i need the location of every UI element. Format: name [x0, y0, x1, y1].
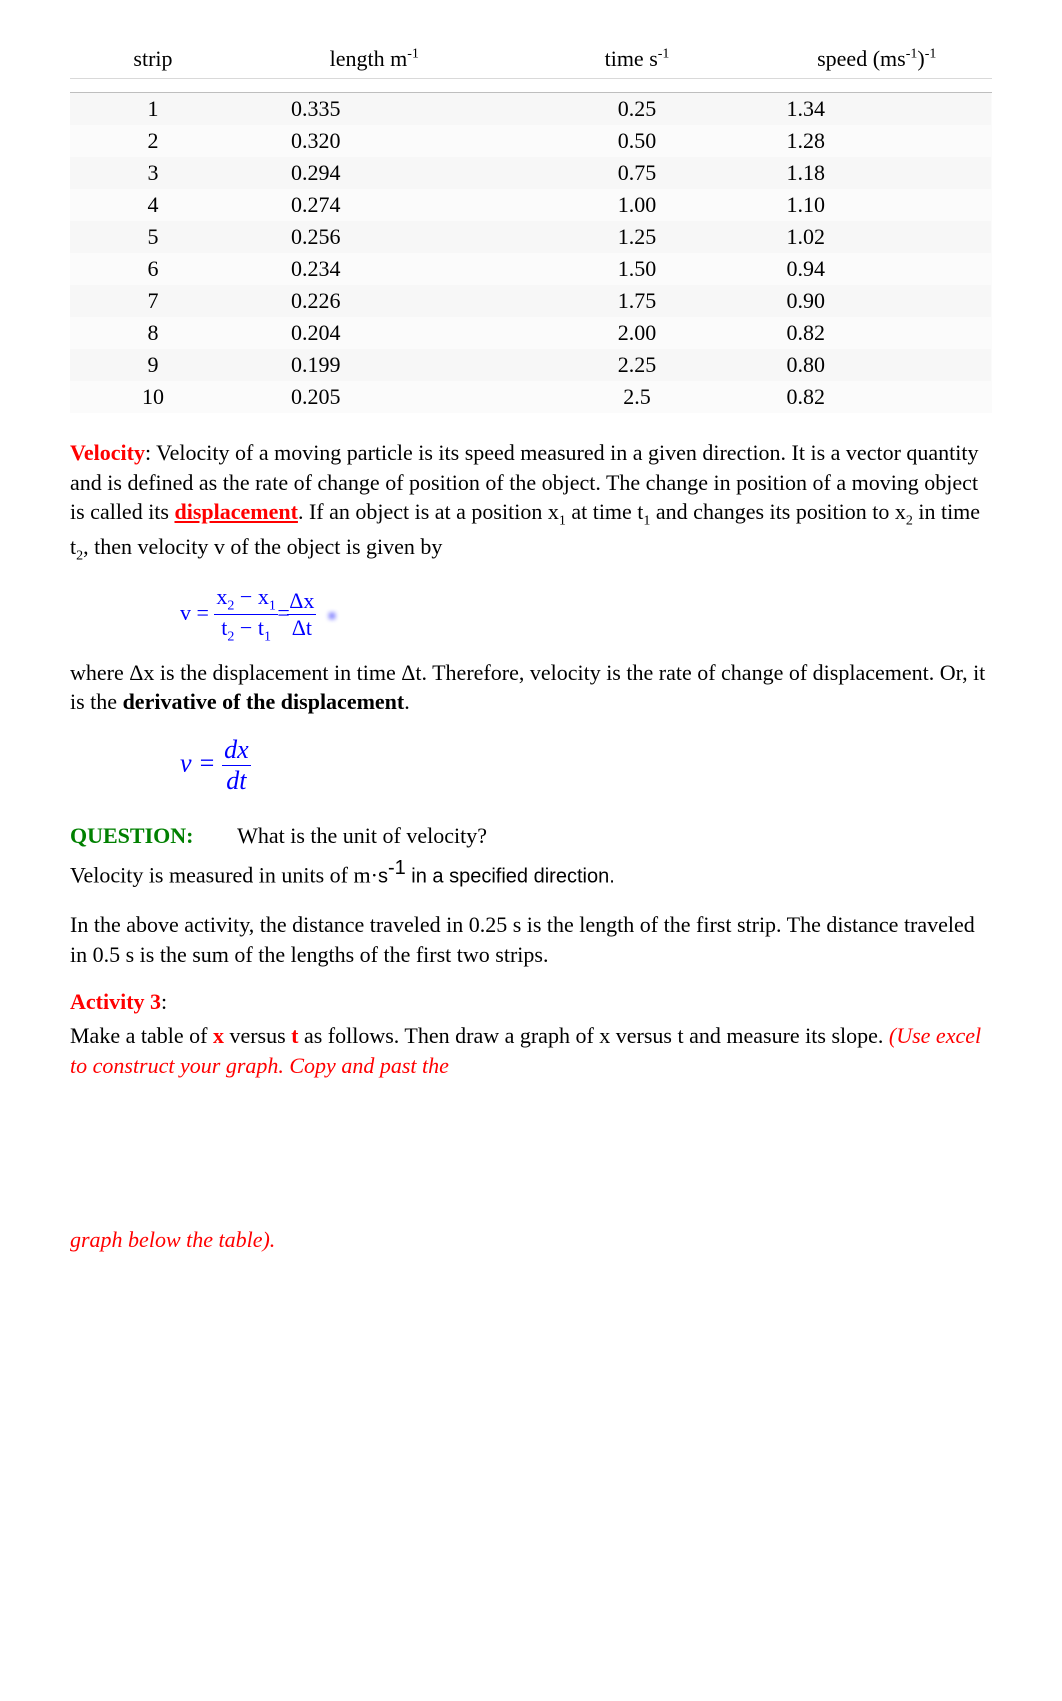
cell-strip: 2	[70, 125, 236, 157]
cell-strip: 9	[70, 349, 236, 381]
header-time: time s-1	[513, 40, 762, 79]
cell-speed: 0.82	[761, 317, 992, 349]
cell-time: 0.75	[513, 157, 762, 189]
velocity-label: Velocity	[70, 440, 145, 465]
cell-strip: 10	[70, 381, 236, 413]
where-paragraph: where Δx is the displacement in time Δt.…	[70, 658, 992, 717]
graph-below-line: graph below the table).	[70, 1225, 992, 1255]
velocity-formula: v = x2 − x1 t2 − t1 = Δx Δt ■	[180, 584, 992, 646]
cell-length: 0.320	[236, 125, 513, 157]
cell-time: 1.25	[513, 221, 762, 253]
cell-length: 0.256	[236, 221, 513, 253]
question-answer: Velocity is measured in units of m·s-1 i…	[70, 855, 992, 890]
cell-time: 2.00	[513, 317, 762, 349]
cell-speed: 0.94	[761, 253, 992, 285]
table-row: 90.1992.250.80	[70, 349, 992, 381]
above-activity-paragraph: In the above activity, the distance trav…	[70, 910, 992, 969]
displacement-label: displacement	[174, 499, 297, 524]
cell-length: 0.204	[236, 317, 513, 349]
cell-length: 0.274	[236, 189, 513, 221]
cell-length: 0.205	[236, 381, 513, 413]
table-row: 80.2042.000.82	[70, 317, 992, 349]
header-strip: strip	[70, 40, 236, 79]
activity3-body: Make a table of x versus t as follows. T…	[70, 1021, 992, 1080]
table-row: 40.2741.001.10	[70, 189, 992, 221]
cell-length: 0.294	[236, 157, 513, 189]
table-header-row: strip length m-1 time s-1 speed (ms-1)-1	[70, 40, 992, 79]
cell-time: 2.5	[513, 381, 762, 413]
cell-time: 1.75	[513, 285, 762, 317]
cell-speed: 1.28	[761, 125, 992, 157]
cell-speed: 1.18	[761, 157, 992, 189]
cell-speed: 1.34	[761, 93, 992, 126]
cell-length: 0.234	[236, 253, 513, 285]
cell-strip: 1	[70, 93, 236, 126]
cell-speed: 1.10	[761, 189, 992, 221]
cell-strip: 6	[70, 253, 236, 285]
activity3-header: Activity 3:	[70, 987, 992, 1017]
data-table: strip length m-1 time s-1 speed (ms-1)-1…	[70, 40, 992, 413]
cell-speed: 0.90	[761, 285, 992, 317]
cell-speed: 0.82	[761, 381, 992, 413]
cell-strip: 3	[70, 157, 236, 189]
velocity-paragraph: Velocity: Velocity of a moving particle …	[70, 438, 992, 566]
cell-length: 0.199	[236, 349, 513, 381]
table-row: 50.2561.251.02	[70, 221, 992, 253]
cell-strip: 8	[70, 317, 236, 349]
header-length: length m-1	[236, 40, 513, 79]
cell-speed: 0.80	[761, 349, 992, 381]
table-row: 30.2940.751.18	[70, 157, 992, 189]
table-row: 20.3200.501.28	[70, 125, 992, 157]
question-line: QUESTION: What is the unit of velocity?	[70, 821, 992, 851]
cell-time: 2.25	[513, 349, 762, 381]
question-label: QUESTION:	[70, 823, 193, 848]
activity3-label: Activity 3	[70, 989, 161, 1014]
derivative-bold: derivative of the displacement	[123, 689, 405, 714]
table-row: 100.2052.50.82	[70, 381, 992, 413]
watermark-blur: ■	[328, 609, 336, 624]
cell-strip: 4	[70, 189, 236, 221]
cell-strip: 5	[70, 221, 236, 253]
cell-time: 1.00	[513, 189, 762, 221]
table-row: 70.2261.750.90	[70, 285, 992, 317]
table-row: 60.2341.500.94	[70, 253, 992, 285]
cell-time: 0.50	[513, 125, 762, 157]
cell-speed: 1.02	[761, 221, 992, 253]
header-speed: speed (ms-1)-1	[761, 40, 992, 79]
cell-length: 0.335	[236, 93, 513, 126]
cell-length: 0.226	[236, 285, 513, 317]
derivative-formula: v = dx dt	[180, 735, 992, 796]
cell-time: 0.25	[513, 93, 762, 126]
table-row: 10.3350.251.34	[70, 93, 992, 126]
cell-strip: 7	[70, 285, 236, 317]
cell-time: 1.50	[513, 253, 762, 285]
